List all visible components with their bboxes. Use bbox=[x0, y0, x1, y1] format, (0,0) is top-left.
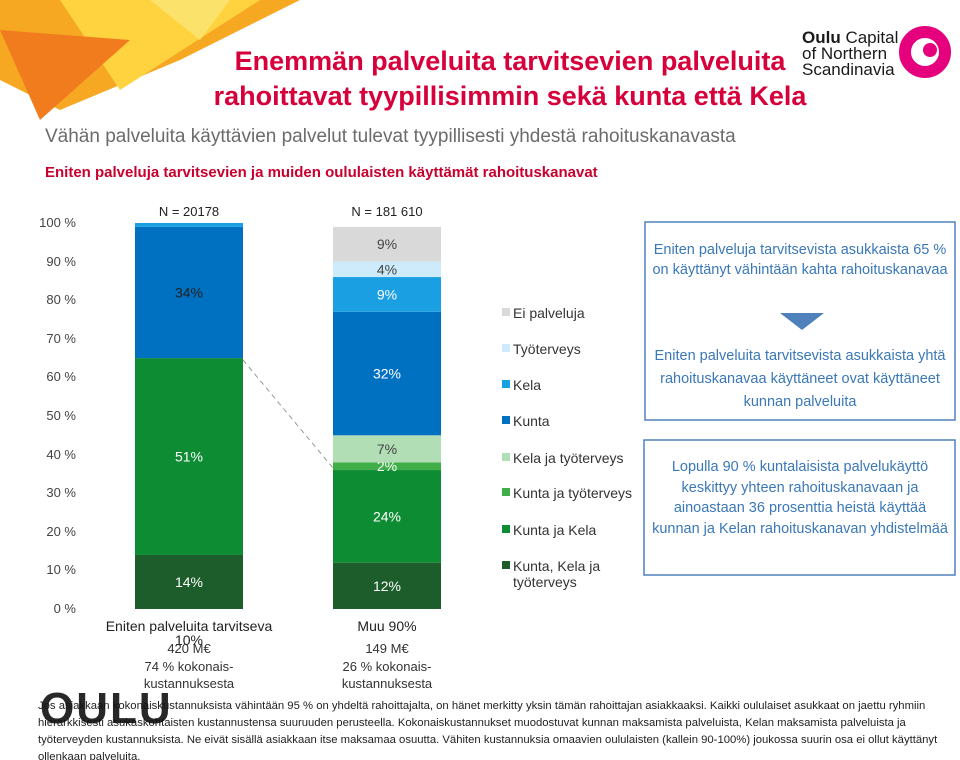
legend-swatch bbox=[502, 416, 510, 424]
bar-segment bbox=[333, 562, 441, 609]
legend-label: Kela bbox=[513, 377, 542, 393]
legend-label: Kunta, Kela ja työterveys bbox=[513, 558, 601, 590]
bar-segment bbox=[333, 261, 441, 278]
title: Enemmän palveluita tarvitsevien palvelui… bbox=[213, 46, 807, 111]
bar-segment bbox=[333, 311, 441, 436]
bar-segment bbox=[135, 226, 243, 359]
value-label: 9% bbox=[377, 236, 397, 252]
bar-segment bbox=[333, 435, 441, 463]
logo-icon bbox=[923, 43, 937, 57]
bar-segment bbox=[333, 462, 441, 471]
city-logo: OULU bbox=[40, 684, 173, 733]
y-tick-label: 60 % bbox=[46, 369, 76, 385]
y-tick-label: 100 % bbox=[39, 215, 76, 230]
decoration bbox=[0, 30, 130, 120]
y-tick-label: 70 % bbox=[46, 330, 76, 346]
note-box bbox=[643, 439, 956, 576]
legend-swatch bbox=[502, 308, 510, 316]
bar-segment bbox=[333, 226, 441, 262]
y-tick-label: 90 % bbox=[46, 253, 76, 269]
bar-segment bbox=[135, 554, 243, 609]
legend-swatch bbox=[502, 344, 510, 352]
value-label: 12% bbox=[373, 578, 401, 594]
x-tick-label: Muu 90% bbox=[357, 618, 417, 634]
value-label: 4% bbox=[377, 261, 397, 277]
footnote: Jos asiakkaan kokonaiskustannuksista väh… bbox=[38, 700, 938, 760]
legend-swatch bbox=[502, 561, 510, 569]
y-tick-label: 80 % bbox=[46, 292, 76, 308]
y-tick-label: 30 % bbox=[46, 485, 76, 501]
legend-swatch bbox=[502, 453, 510, 461]
y-tick-label: 0 % bbox=[53, 601, 76, 616]
legend-label: Kela ja työterveys bbox=[513, 450, 624, 466]
cost-share: 26 % kokonais-kustannuksesta bbox=[341, 659, 433, 691]
logo-icon bbox=[899, 26, 951, 78]
bar-segment bbox=[333, 277, 441, 312]
note: Eniten palveluja tarvitsevista asukkaist… bbox=[652, 242, 948, 278]
cost: 149 M€ bbox=[365, 641, 409, 656]
logo-text: Scandinavia bbox=[802, 60, 895, 79]
y-tick-label: 40 % bbox=[46, 446, 76, 462]
bar-segment bbox=[333, 470, 441, 563]
subtitle: Vähän palveluita käyttävien palvelut tul… bbox=[45, 126, 736, 147]
chart-title: Eniten palveluja tarvitsevien ja muiden … bbox=[45, 164, 598, 181]
logo: Oulu Capital of Northern Scandinavia bbox=[802, 28, 902, 79]
legend-label: Kunta bbox=[513, 413, 550, 429]
decoration bbox=[150, 0, 230, 40]
note-box bbox=[644, 221, 956, 421]
legend-label: Työterveys bbox=[513, 341, 581, 357]
value-label: 24% bbox=[373, 508, 401, 524]
connector bbox=[242, 359, 334, 469]
legend-swatch bbox=[502, 488, 510, 496]
arrow bbox=[780, 313, 824, 330]
logo-text: Capital bbox=[845, 28, 899, 47]
note: Lopulla 90 % kuntalaisista palvelukäyttö… bbox=[652, 459, 948, 537]
y-tick-label: 20 % bbox=[46, 523, 76, 539]
logo-text: of Northern bbox=[802, 44, 888, 63]
bar-segment bbox=[135, 223, 243, 227]
cost-share: 74 % kokonais-kustannuksesta bbox=[143, 659, 235, 691]
value-label: 14% bbox=[175, 574, 203, 590]
sample-size: N = 20178 bbox=[158, 204, 220, 219]
legend-label: Ei palveluja bbox=[513, 305, 585, 321]
legend-swatch bbox=[502, 380, 510, 388]
y-tick-label: 10 % bbox=[46, 562, 76, 578]
note: Eniten palveluita tarvitsevista asukkais… bbox=[654, 348, 946, 410]
legend-swatch bbox=[502, 525, 510, 533]
logo-text: Oulu bbox=[802, 28, 841, 47]
cost: 420 M€ bbox=[167, 641, 211, 656]
value-label: 32% bbox=[373, 366, 401, 382]
legend-label: Kunta ja Kela bbox=[513, 522, 597, 538]
bar-segment bbox=[135, 358, 243, 555]
value-label: 34% bbox=[175, 284, 203, 300]
value-label: 7% bbox=[377, 441, 397, 457]
y-tick-label: 50 % bbox=[46, 408, 76, 423]
legend-label: Kunta ja työterveys bbox=[513, 485, 633, 501]
x-tick-label: Eniten palveluita tarvitseva 10% bbox=[105, 618, 273, 648]
value-label: 51% bbox=[175, 449, 203, 465]
value-label: 9% bbox=[377, 286, 397, 302]
sample-size: N = 181 610 bbox=[351, 204, 423, 219]
